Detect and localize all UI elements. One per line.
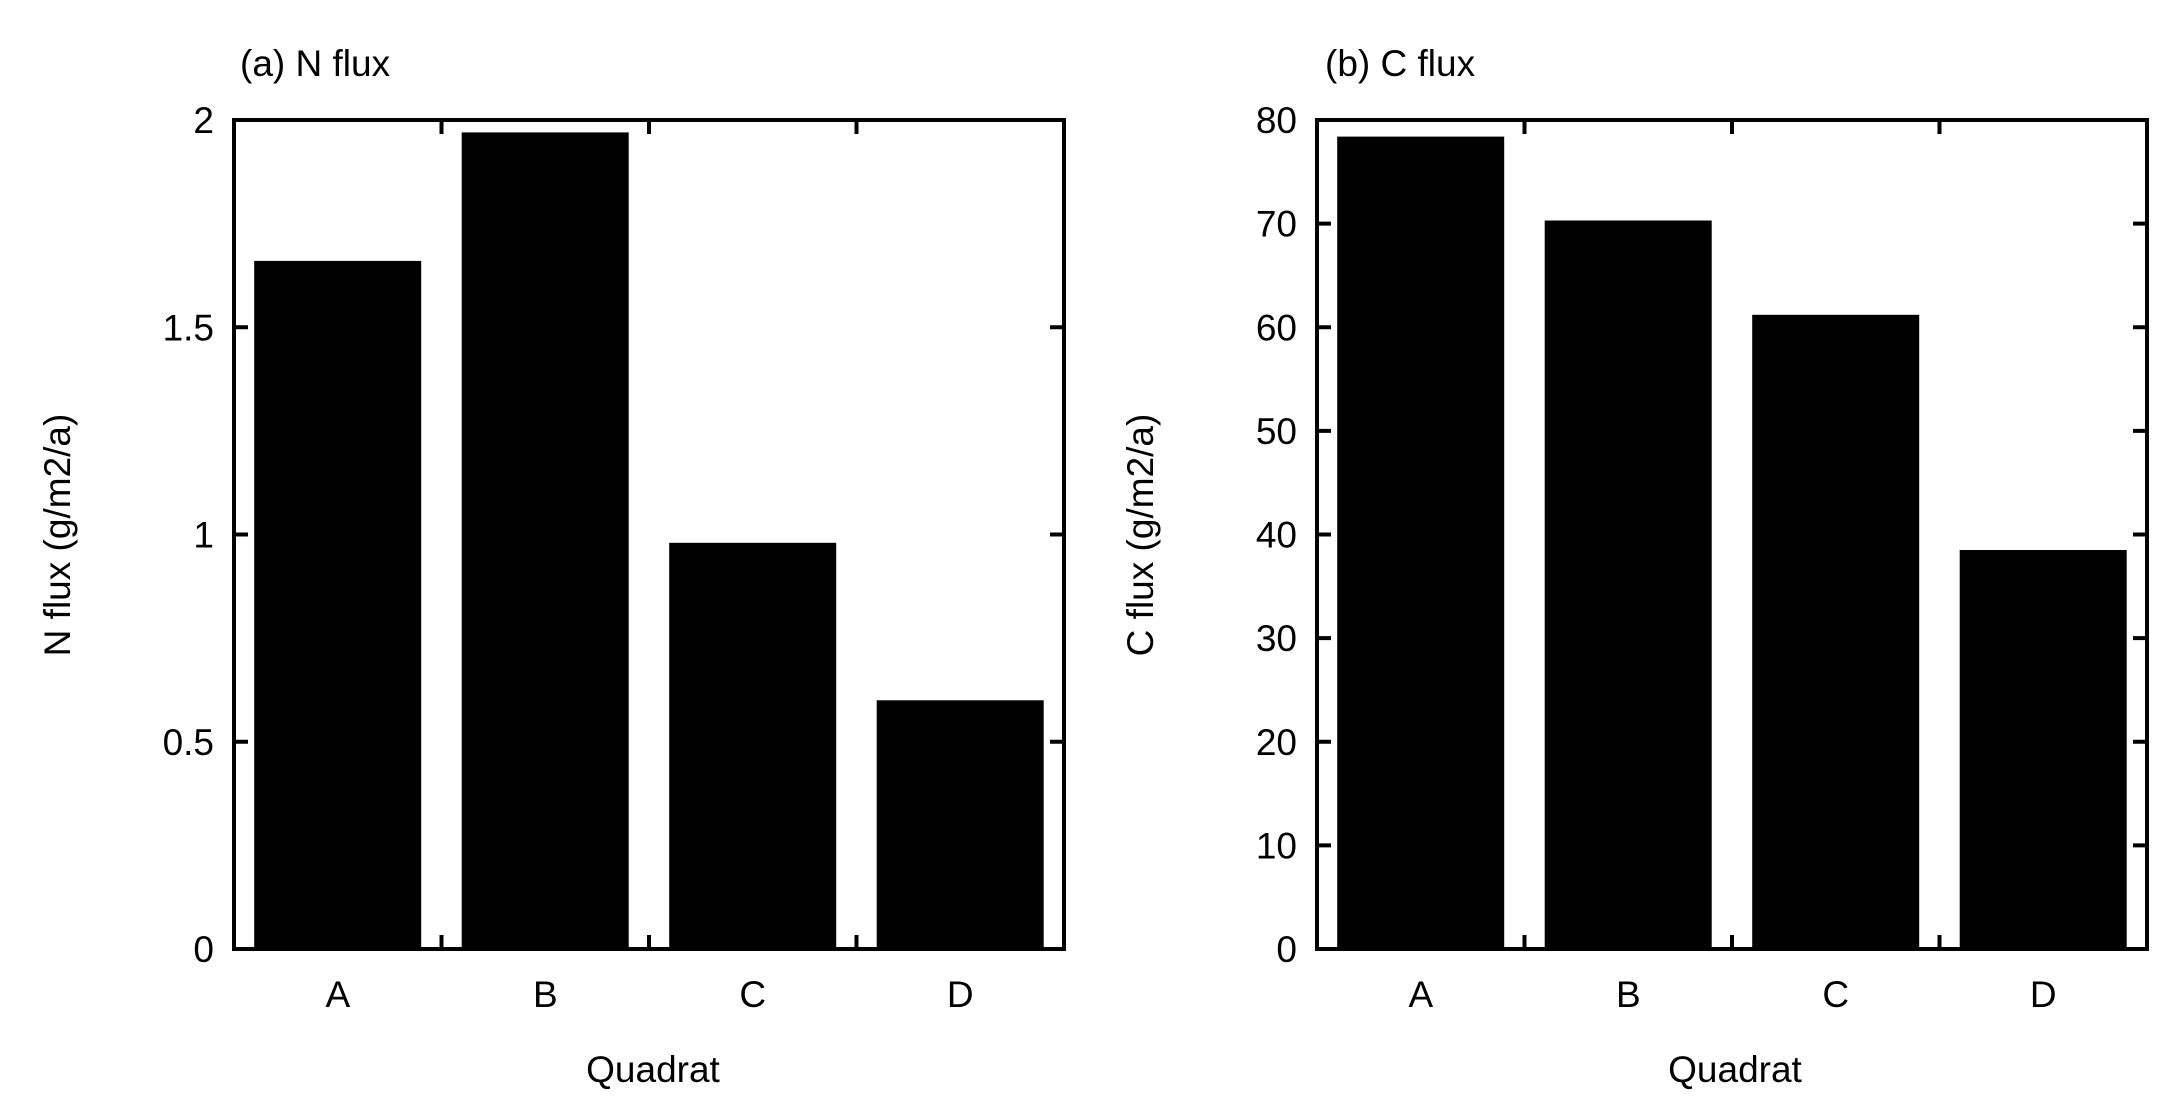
bars-group: [254, 132, 1044, 949]
y-tick-label: 30: [1256, 618, 1297, 659]
bar-b: [461, 132, 629, 949]
bar-d: [876, 700, 1044, 949]
x-tick-label: C: [1822, 974, 1849, 1015]
y-tick-label: 70: [1256, 204, 1297, 245]
x-tick-label: A: [325, 974, 350, 1015]
chart-title: (b) C flux: [1325, 43, 1476, 84]
y-tick-label: 0: [193, 929, 214, 970]
x-tick-label: A: [1408, 974, 1433, 1015]
y-ticks-group: 0 0.5 1 1.5 2: [163, 100, 1064, 970]
y-tick-label: 0: [1276, 929, 1297, 970]
chart-panel-n-flux: (a) N flux N flux (g/m2/a) Quadrat 0 0.5 1…: [37, 43, 1066, 1090]
plot-frame: [1315, 118, 2149, 951]
x-tick-label: D: [947, 974, 974, 1015]
bar-b: [1544, 220, 1712, 949]
plot-frame: [232, 118, 1066, 951]
x-ticks-group: A B C D: [325, 120, 974, 1015]
bar-d: [1959, 550, 2127, 949]
y-axis-label: N flux (g/m2/a): [37, 414, 78, 657]
y-tick-label: 40: [1256, 515, 1297, 556]
bar-c: [1752, 314, 1920, 949]
y-tick-label: 2: [193, 100, 214, 141]
y-ticks-group: 0 10 20 30 40 50 60 70 80: [1256, 100, 2147, 970]
x-axis-label: Quadrat: [586, 1049, 720, 1090]
y-tick-label: 60: [1256, 307, 1297, 348]
x-ticks-group: A B C D: [1408, 120, 2057, 1015]
x-tick-label: B: [533, 974, 558, 1015]
bar-c: [669, 542, 837, 949]
bar-a: [254, 260, 422, 949]
bars-group: [1337, 136, 2127, 950]
y-tick-label: 50: [1256, 411, 1297, 452]
y-tick-label: 80: [1256, 100, 1297, 141]
y-tick-label: 1.5: [163, 307, 214, 348]
y-tick-label: 20: [1256, 722, 1297, 763]
x-tick-label: B: [1616, 974, 1641, 1015]
bar-a: [1337, 136, 1505, 950]
chart-title: (a) N flux: [240, 43, 391, 84]
y-tick-label: 10: [1256, 825, 1297, 866]
x-tick-label: D: [2030, 974, 2057, 1015]
y-tick-label: 1: [193, 515, 214, 556]
y-axis-label: C flux (g/m2/a): [1120, 414, 1161, 657]
chart-panel-c-flux: (b) C flux C flux (g/m2/a) Quadrat 0 10 20…: [1120, 43, 2149, 1090]
x-axis-label: Quadrat: [1668, 1049, 1802, 1090]
y-tick-label: 0.5: [163, 722, 214, 763]
x-tick-label: C: [739, 974, 766, 1015]
